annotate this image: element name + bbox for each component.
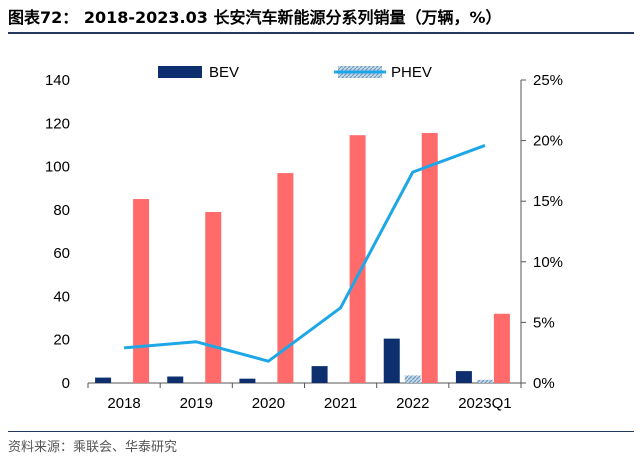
legend-label-bev: BEV [209,64,239,81]
legend-label-phev: PHEV [391,64,432,81]
bar-series3 [493,313,510,383]
bar-phev [404,375,421,383]
x-tick-label: 2023Q1 [458,395,511,412]
legend: BEV PHEV [158,64,432,81]
y-left-tick-label: 100 [45,159,70,176]
x-tick-label: 2019 [180,395,213,412]
y-right-tick-label: 10% [533,254,563,271]
bar-series3 [421,133,438,383]
bars [95,133,510,383]
x-tick-label: 2020 [252,395,285,412]
bar-series3 [349,135,366,383]
y-left-tick-label: 140 [45,72,70,89]
lines [123,144,486,363]
y-left-tick-label: 0 [62,375,70,392]
bar-bev [455,371,472,383]
bar-series3 [205,212,222,383]
x-tick-label: 2021 [324,395,357,412]
chart-title: 图表72： 2018-2023.03 长安汽车新能源分系列销量（万辆，%） [8,8,502,27]
y-right-tick-label: 5% [533,314,555,331]
bar-series3 [277,173,294,383]
bar-series3 [133,199,150,383]
y-right-tick-label: 0% [533,375,555,392]
bar-bev [383,338,400,383]
legend-swatch-bev [158,66,202,78]
y-left-tick-label: 60 [53,245,70,262]
y-left-tick-label: 80 [53,202,70,219]
y-right-tick-label: 20% [533,133,563,150]
source-note: 资料来源：乘联会、华泰研究 [8,440,178,455]
x-tick-label: 2018 [107,395,140,412]
axes: 2018 2019 2020 2021 2022 2023Q1 0 20 40 60 80 100 12… [45,72,563,412]
bar-bev [239,378,256,383]
y-right-tick-label: 25% [533,72,563,89]
bar-phev [476,379,493,383]
x-tick-label: 2022 [396,395,429,412]
y-left-tick-label: 20 [53,332,70,349]
y-right-tick-label: 15% [533,193,563,210]
y-left-tick-label: 40 [53,288,70,305]
y-left-tick-label: 120 [45,115,70,132]
bar-bev [311,366,328,383]
bar-bev [95,377,112,383]
source-rule [8,431,634,432]
bar-bev [167,376,184,383]
line-series [123,144,486,363]
title-rule [8,32,634,34]
